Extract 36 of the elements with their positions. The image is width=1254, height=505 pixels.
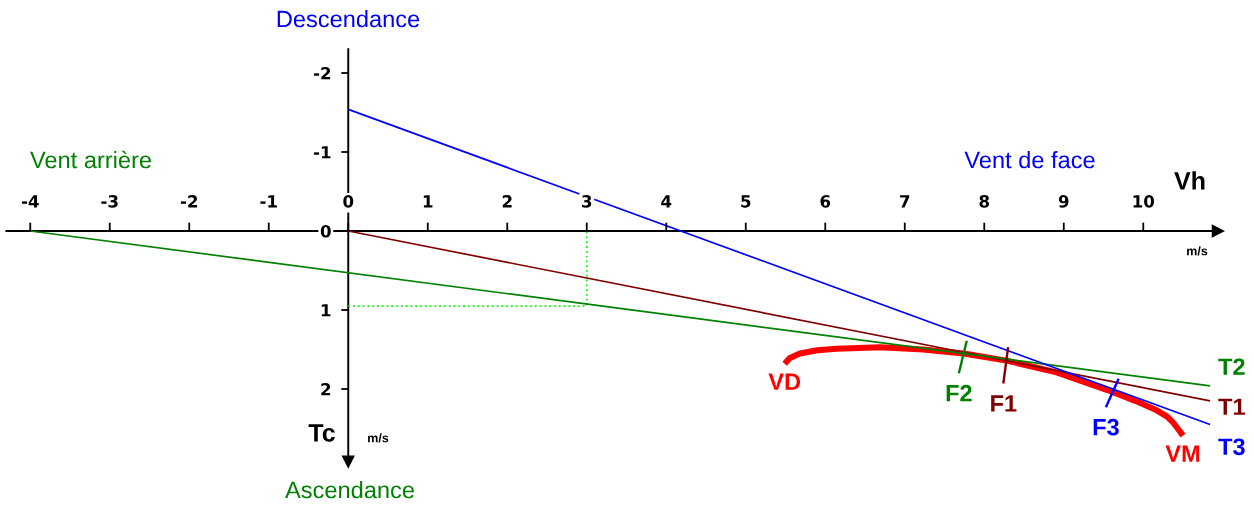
x-tick-label: 7 [900,195,910,208]
x-tick-label: 8 [979,195,990,208]
x-tick-label: -3 [101,195,118,208]
text: Descendance [277,10,420,28]
x-tick-label: 9 [1058,195,1069,208]
series-label: F3 [1093,418,1119,436]
annotation: VD [768,373,801,390]
x-tick-label: 3 [582,195,592,208]
series-label: T2 [1218,358,1245,375]
series-label: T1 [1218,398,1245,415]
y-tick-label: 1 [321,304,331,317]
series-label: F2 [946,384,972,402]
x-tick-label: -2 [180,195,198,208]
x-tick-label: 10 [1133,195,1155,208]
x-tick-label: 0 [343,195,354,208]
series-label: F1 [991,395,1017,412]
annotation: VM [1165,445,1200,462]
y-tick-label: 2 [321,382,331,396]
x-tick-label: 5 [741,195,751,208]
y-tick-label: -2 [313,66,331,80]
y-tick-label: 0 [320,224,331,238]
x-tick-label: 6 [820,195,831,208]
annotation: m/s [1187,246,1208,256]
annotation: m/s [368,433,389,443]
series-label: T3 [1218,438,1245,456]
x-axis-title: Vh [1174,171,1205,190]
x-tick-label: 1 [423,195,433,208]
y-tick-label: -1 [313,146,331,159]
y-axis-title: Tc [308,424,335,442]
x-tick-label: 4 [661,195,672,208]
x-tick-label: 2 [502,195,512,208]
annotation: Vent de face [964,151,1095,169]
x-tick-label: -4 [21,195,39,208]
x-tick-label: -1 [260,195,277,208]
text: Ascendance [285,480,414,499]
annotation: Vent arrière [30,150,151,169]
